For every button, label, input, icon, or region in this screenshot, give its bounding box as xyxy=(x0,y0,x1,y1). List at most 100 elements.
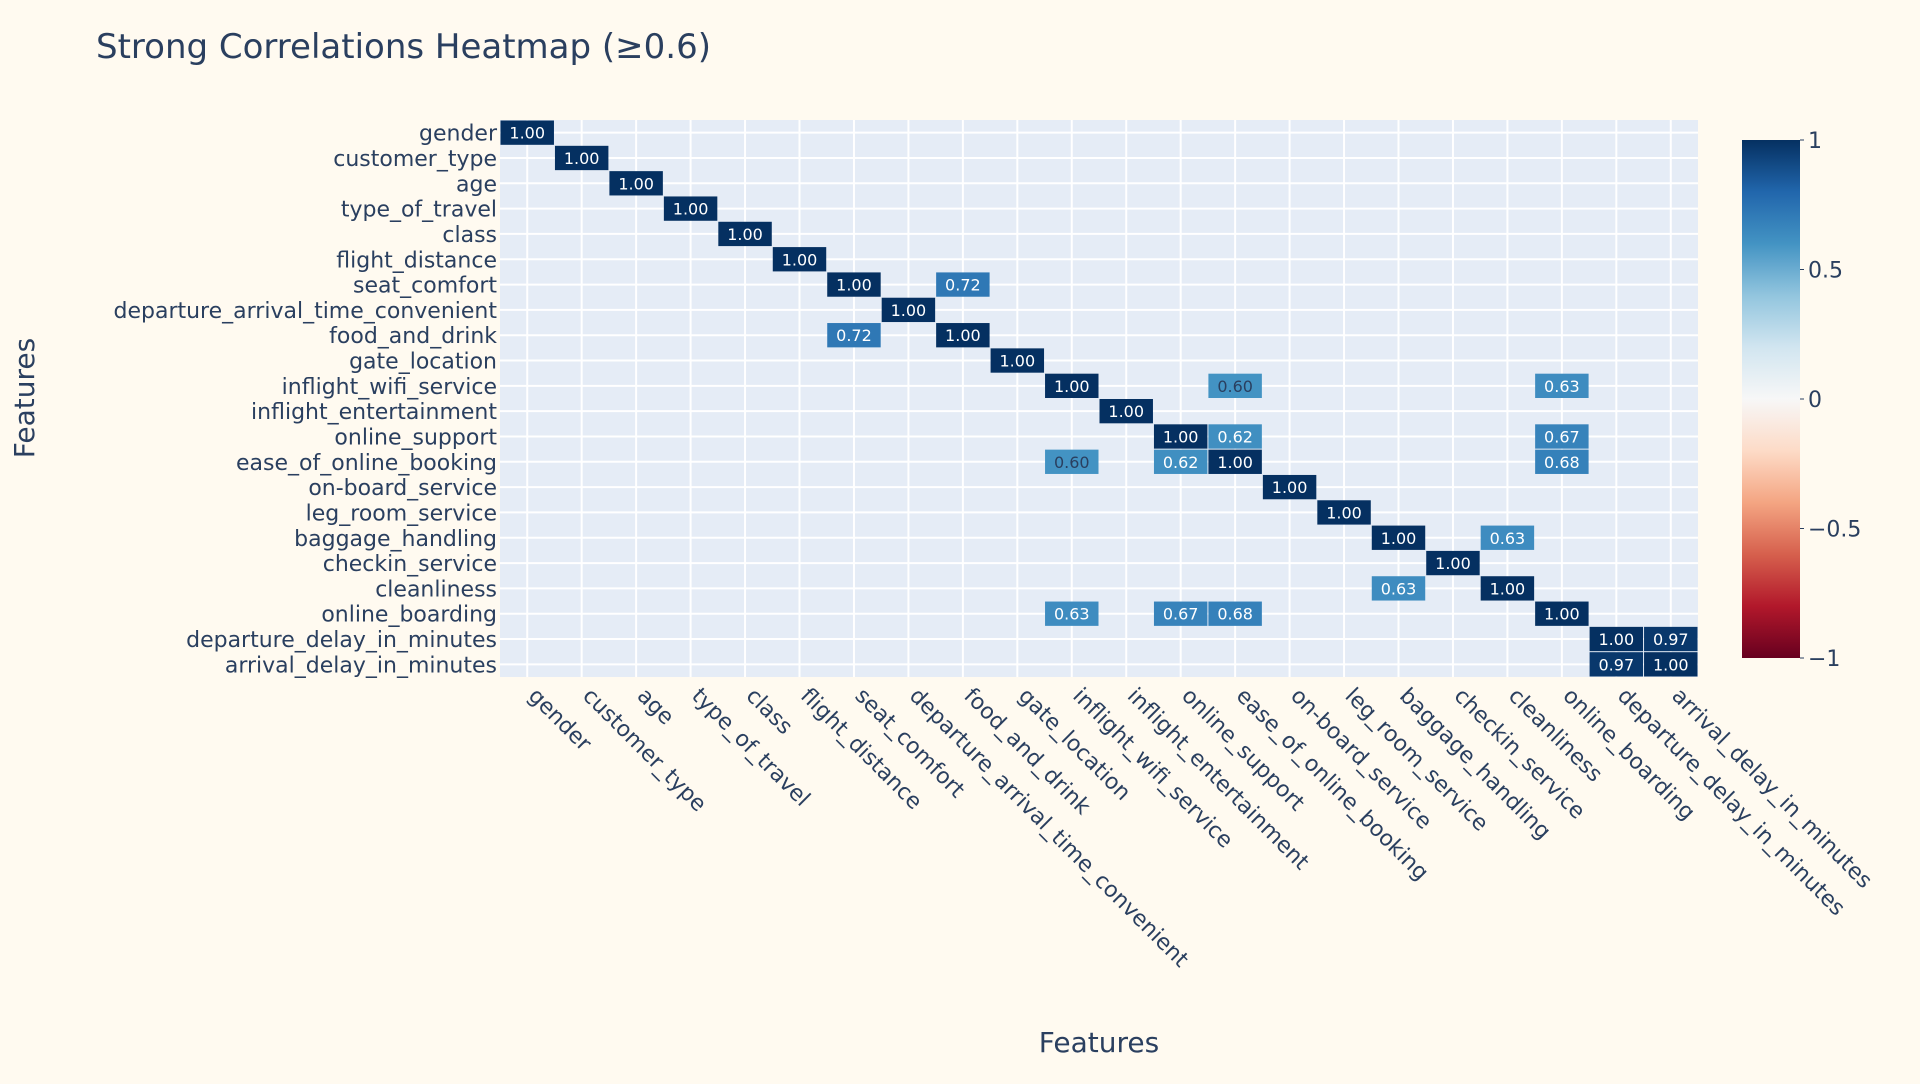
cell-value-label: 1.00 xyxy=(1326,503,1362,522)
heatmap-cell xyxy=(827,323,881,348)
heatmap-cell xyxy=(1208,373,1262,398)
cell-value-label: 0.63 xyxy=(1490,529,1526,548)
cell-value-label: 0.60 xyxy=(1217,377,1253,396)
y-tick-label: class xyxy=(442,223,497,248)
y-tick-label: age xyxy=(456,172,497,197)
heatmap-cell xyxy=(936,323,990,348)
cell-value-label: 1.00 xyxy=(891,301,927,320)
cell-value-label: 0.72 xyxy=(945,276,981,295)
y-tick-label: cleanliness xyxy=(375,577,497,602)
heatmap-cells: 1.00 1.00 1.00 1.00 1.00 1.00 1.00 1.00 1.00 1.00… xyxy=(500,120,1698,677)
y-tick-label: inflight_wifi_service xyxy=(282,375,497,400)
y-tick-label: online_support xyxy=(334,425,497,450)
heatmap-cell xyxy=(1153,601,1208,626)
y-tick-label: seat_comfort xyxy=(353,274,497,299)
y-tick-label: baggage_handling xyxy=(294,527,497,552)
cell-value-label: 1.00 xyxy=(1054,377,1090,396)
heatmap-cell xyxy=(827,272,881,297)
y-tick-label: departure_delay_in_minutes xyxy=(186,628,497,653)
colorbar-ticks: 1 0.5 0 −0.5 −1 xyxy=(1800,129,1861,672)
cell-value-label: 1.00 xyxy=(836,276,872,295)
y-tick-label: leg_room_service xyxy=(306,501,497,526)
chart-title: Strong Correlations Heatmap (≥0.6) xyxy=(96,27,711,67)
heatmap-cell xyxy=(1045,449,1099,474)
cell-value-label: 1.00 xyxy=(782,250,818,269)
heatmap-cell xyxy=(1208,424,1262,449)
heatmap-cell xyxy=(1589,626,1644,652)
colorbar-tick-label: −1 xyxy=(1808,647,1840,672)
heatmap-cell xyxy=(1045,601,1099,626)
cell-value-label: 1.00 xyxy=(1272,478,1308,497)
colorbar-tick-label: 0 xyxy=(1808,388,1822,413)
heatmap-cell xyxy=(1045,373,1099,398)
cell-value-label: 1.00 xyxy=(1163,427,1199,446)
cell-value-label: 0.63 xyxy=(1381,579,1417,598)
y-tick-label: departure_arrival_time_convenient xyxy=(114,299,498,324)
y-tick-label: arrival_delay_in_minutes xyxy=(225,653,497,678)
cell-value-label: 1.00 xyxy=(1599,630,1635,649)
heatmap-cell xyxy=(1535,601,1589,626)
colorbar-tick-label: −0.5 xyxy=(1808,518,1861,543)
cell-value-label: 0.67 xyxy=(1544,427,1580,446)
cell-value-label: 1.00 xyxy=(509,124,545,143)
heatmap-cell xyxy=(1371,576,1426,601)
cell-value-label: 0.63 xyxy=(1544,377,1580,396)
heatmap-cell xyxy=(1208,449,1262,474)
cell-value-label: 0.62 xyxy=(1163,453,1199,472)
colorbar-tick-label: 0.5 xyxy=(1808,259,1843,284)
cell-value-label: 1.00 xyxy=(1381,529,1417,548)
heatmap-cell xyxy=(1153,449,1208,474)
y-axis-ticks: gendercustomer_typeagetype_of_travelclas… xyxy=(114,122,498,679)
heatmap-cell xyxy=(663,196,718,221)
cell-value-label: 1.00 xyxy=(1217,453,1253,472)
cell-value-label: 1.00 xyxy=(618,174,654,193)
y-tick-label: type_of_travel xyxy=(341,198,497,223)
colorbar xyxy=(1742,140,1800,658)
heatmap-cell xyxy=(1426,550,1480,576)
cell-value-label: 0.67 xyxy=(1163,605,1199,624)
cell-value-label: 0.68 xyxy=(1544,453,1580,472)
cell-value-label: 1.00 xyxy=(1490,579,1526,598)
heatmap-cell xyxy=(1535,373,1589,398)
cell-value-label: 0.97 xyxy=(1599,655,1635,674)
cell-value-label: 0.97 xyxy=(1653,630,1689,649)
heatmap-cell xyxy=(1153,424,1208,449)
y-tick-label: gate_location xyxy=(349,350,497,375)
y-tick-label: ease_of_online_booking xyxy=(236,451,497,476)
y-tick-label: customer_type xyxy=(333,147,497,172)
cell-value-label: 0.62 xyxy=(1217,427,1253,446)
heatmap-cell xyxy=(554,145,609,171)
y-tick-label: checkin_service xyxy=(323,552,497,577)
heatmap-cell xyxy=(1099,399,1153,424)
cell-value-label: 0.68 xyxy=(1217,605,1253,624)
heatmap-cell xyxy=(1644,626,1698,652)
x-tick-label: departure_delay_in_minutes xyxy=(1612,684,1850,922)
heatmap-cell xyxy=(718,221,772,247)
heatmap-cell xyxy=(1208,601,1262,626)
heatmap-cell xyxy=(1262,474,1317,500)
heatmap-cell xyxy=(1535,424,1589,449)
grid-lines xyxy=(500,120,1698,677)
cell-value-label: 1.00 xyxy=(727,225,763,244)
heatmap-cell xyxy=(1480,576,1535,601)
heatmap-cell xyxy=(936,272,990,297)
heatmap-cell xyxy=(609,171,663,196)
cell-value-label: 0.60 xyxy=(1054,453,1090,472)
heatmap-cell xyxy=(1644,652,1698,677)
heatmap-cell xyxy=(1480,525,1535,550)
y-axis-title: Features xyxy=(8,338,41,458)
cell-value-label: 1.00 xyxy=(1653,655,1689,674)
cell-value-label: 1.00 xyxy=(673,200,709,219)
heatmap-cell xyxy=(1371,525,1426,550)
x-tick-label: arrival_delay_in_minutes xyxy=(1667,684,1877,894)
cell-value-label: 1.00 xyxy=(564,149,600,168)
y-tick-label: gender xyxy=(419,122,498,147)
cell-value-label: 1.00 xyxy=(1544,605,1580,624)
cell-value-label: 1.00 xyxy=(945,326,981,345)
cell-value-label: 1.00 xyxy=(1435,554,1471,573)
cell-value-label: 0.72 xyxy=(836,326,872,345)
heatmap-cell xyxy=(990,348,1045,373)
heatmap-cell xyxy=(1535,449,1589,474)
